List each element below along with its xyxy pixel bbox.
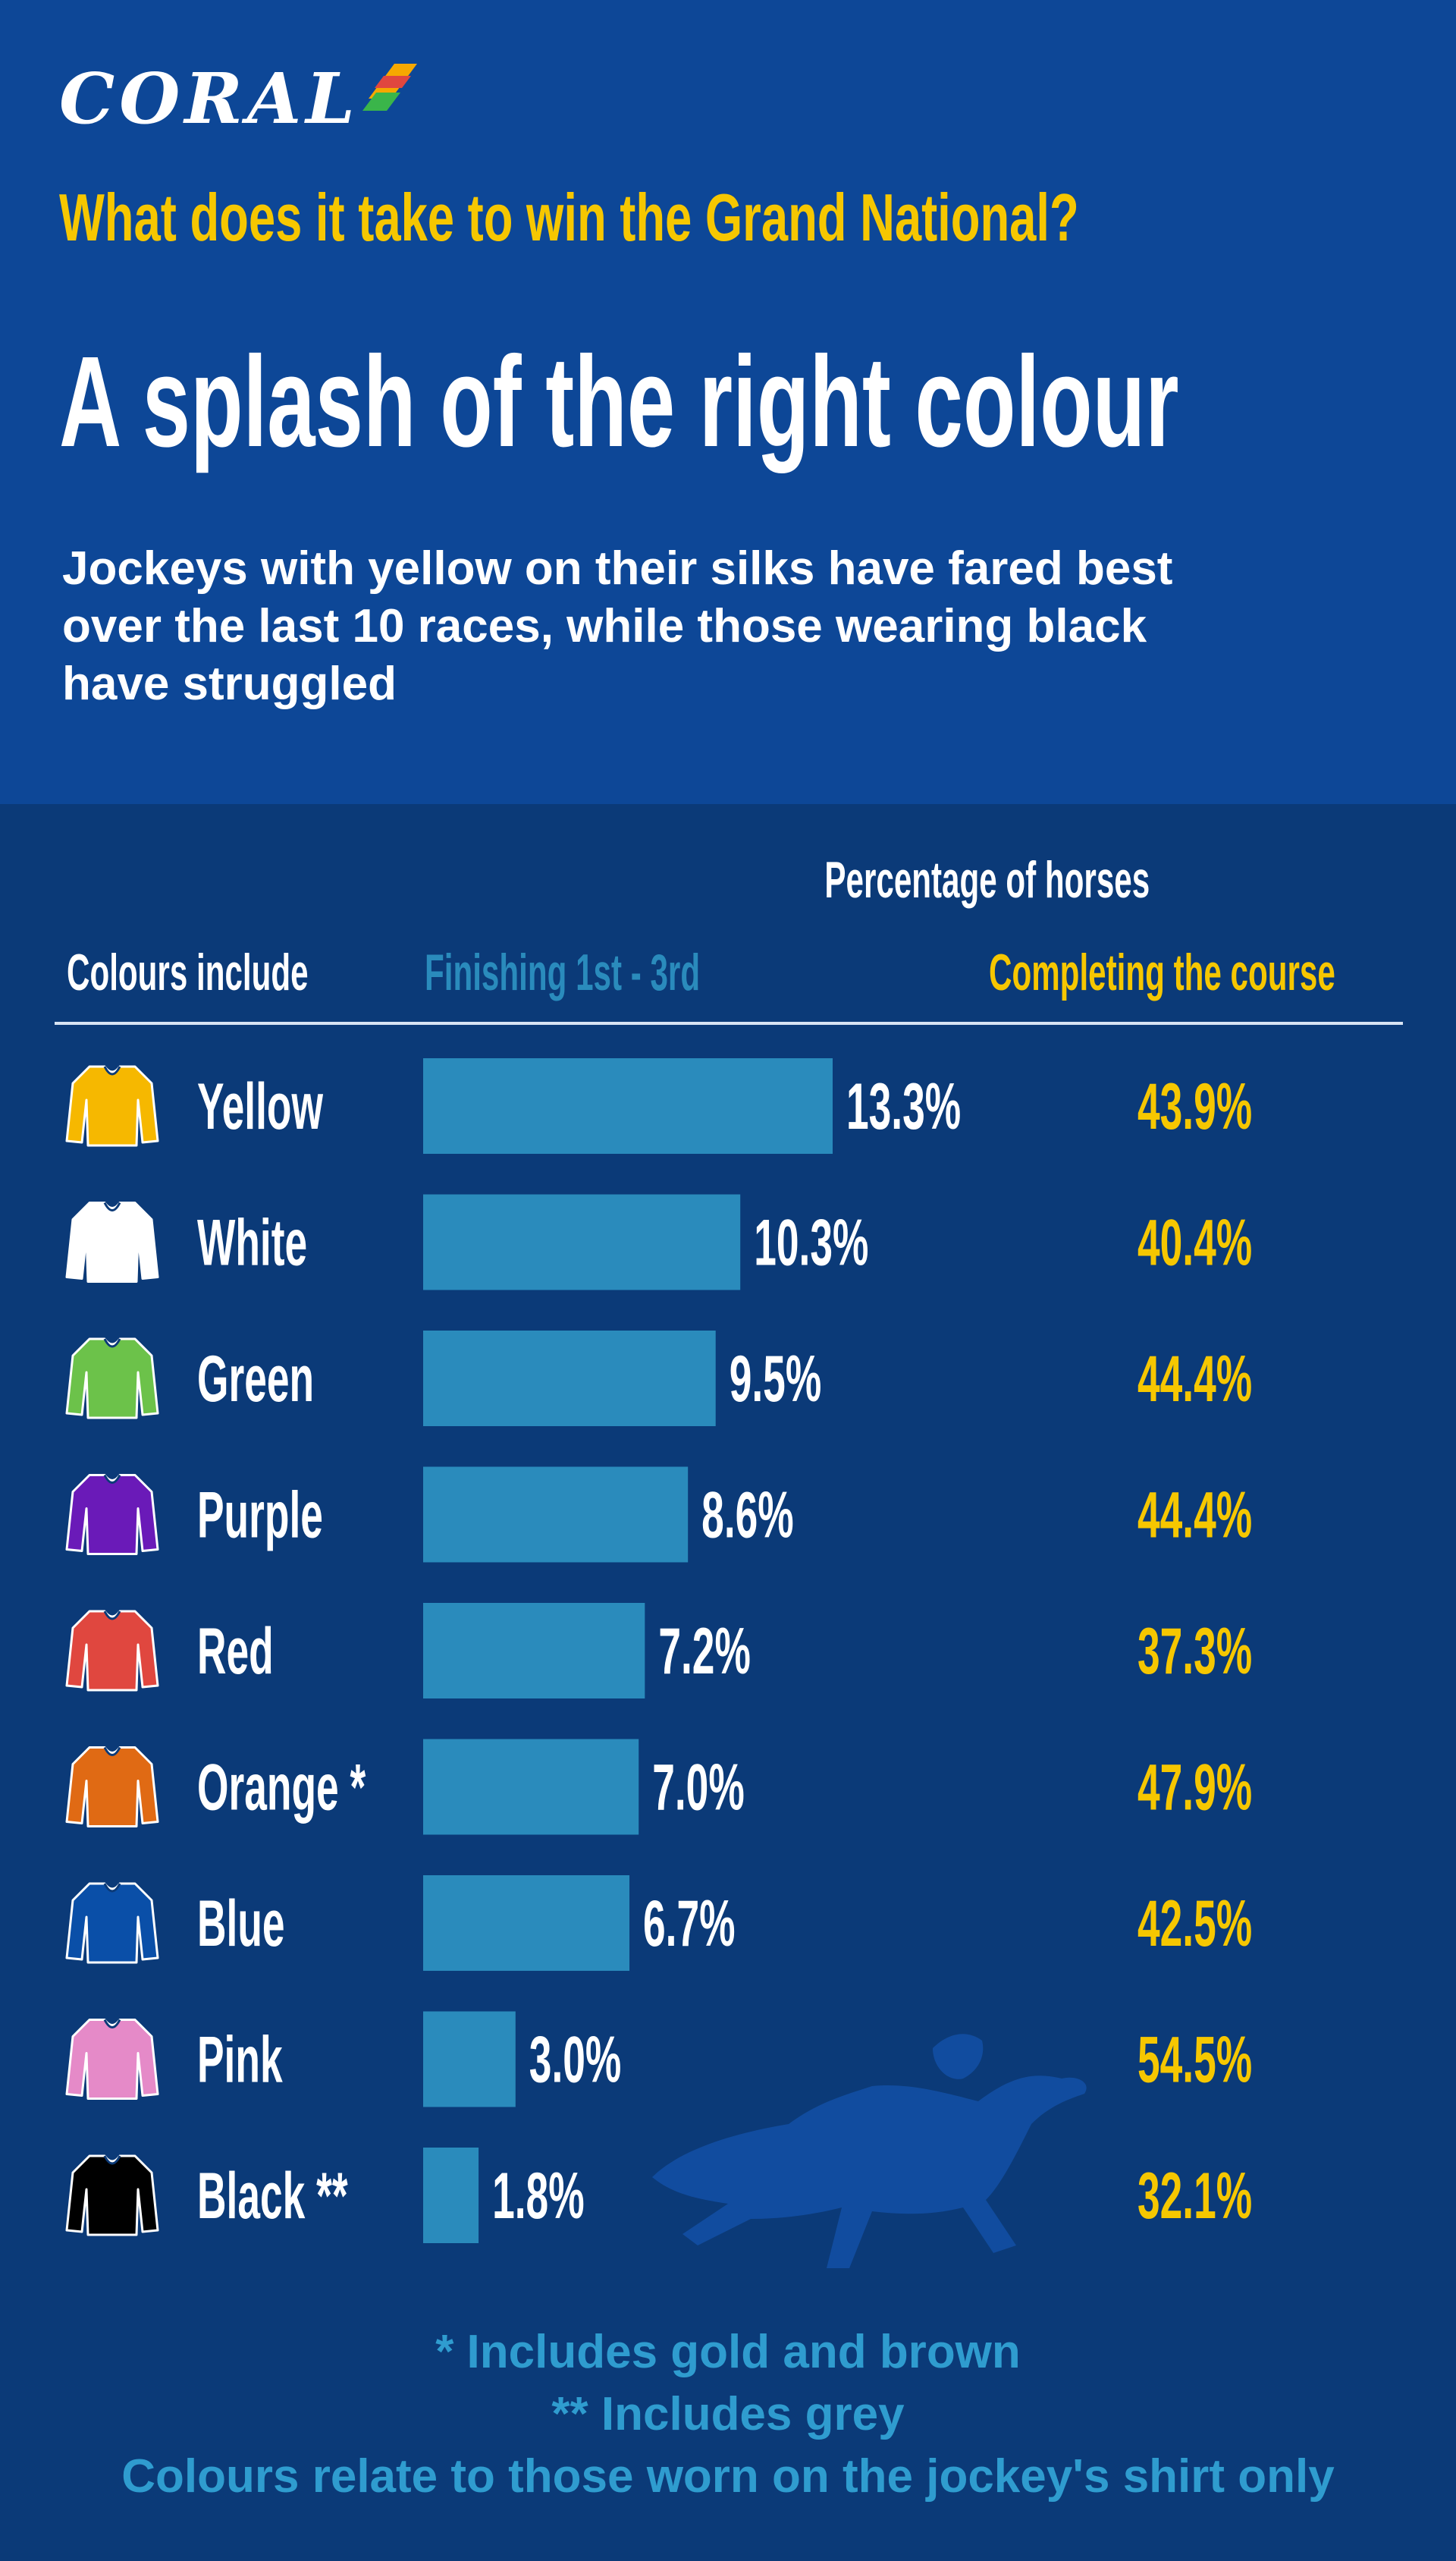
silk-icon: [65, 1065, 159, 1147]
logo-wordmark: CORAL: [59, 58, 359, 140]
logo-flag-icon: [362, 64, 417, 111]
bar-finishing: [423, 1739, 639, 1835]
row-label: Black **: [197, 2160, 348, 2233]
bar-finishing: [423, 2148, 479, 2243]
row-label: Pink: [197, 2024, 283, 2097]
column-header-finishing: Finishing 1st - 3rd: [425, 944, 701, 1001]
value-label-finishing: 3.0%: [529, 2024, 622, 2097]
row-label: White: [197, 1207, 307, 1280]
row-label: Yellow: [197, 1070, 323, 1143]
value-label-finishing: 1.8%: [492, 2160, 585, 2233]
value-label-completing: 37.3%: [1138, 1615, 1252, 1688]
silk-icon: [65, 2154, 159, 2236]
bar-finishing: [423, 1058, 833, 1154]
value-label-finishing: 8.6%: [701, 1479, 794, 1552]
silk-icon: [65, 2019, 159, 2100]
bar-finishing: [423, 2011, 516, 2107]
value-label-finishing: 7.2%: [658, 1615, 751, 1688]
row-label: Green: [197, 1343, 314, 1416]
column-header-completing: Completing the course: [989, 944, 1335, 1001]
horse-silhouette: [652, 2034, 1087, 2268]
header-panel: [0, 0, 1456, 804]
column-header-colours: Colours include: [67, 944, 309, 1001]
value-label-completing: 40.4%: [1138, 1207, 1252, 1280]
value-label-completing: 54.5%: [1138, 2024, 1252, 2097]
footnotes: * Includes gold and brown ** Includes gr…: [0, 2321, 1456, 2508]
subtitle: Jockeys with yellow on their silks have …: [62, 542, 1173, 710]
value-label-completing: 42.5%: [1138, 1887, 1252, 1960]
bar-finishing: [423, 1331, 716, 1426]
headline-question: What does it take to win the Grand Natio…: [59, 180, 1079, 255]
value-label-finishing: 9.5%: [730, 1343, 822, 1416]
row-label: Blue: [197, 1887, 285, 1960]
row-label: Orange *: [197, 1752, 366, 1824]
value-label-completing: 43.9%: [1138, 1070, 1252, 1143]
footnote-shirt-only: Colours relate to those worn on the jock…: [121, 2450, 1335, 2503]
value-label-finishing: 10.3%: [754, 1207, 868, 1280]
value-label-completing: 47.9%: [1138, 1752, 1252, 1824]
silk-icon: [65, 1202, 159, 1283]
value-label-completing: 44.4%: [1138, 1479, 1252, 1552]
value-label-completing: 32.1%: [1138, 2160, 1252, 2233]
silk-icon: [65, 1746, 159, 1827]
value-label-finishing: 7.0%: [652, 1752, 745, 1824]
silk-icon: [65, 1882, 159, 1964]
silk-icon: [65, 1337, 159, 1419]
silk-icon: [65, 1474, 159, 1555]
bar-finishing: [423, 1194, 741, 1290]
bar-finishing: [423, 1466, 689, 1563]
row-label: Purple: [197, 1479, 323, 1552]
silk-icon: [65, 1610, 159, 1692]
footnote-orange: * Includes gold and brown: [435, 2326, 1021, 2378]
header-divider: [55, 1022, 1403, 1025]
coral-logo: CORAL: [59, 61, 420, 137]
chart-rows: Yellow 13.3% 43.9% White 10.3% 40.4% Green 9.5%…: [65, 1058, 1252, 2243]
bar-finishing: [423, 1603, 645, 1698]
value-label-finishing: 6.7%: [643, 1887, 736, 1960]
footnote-black: ** Includes grey: [551, 2388, 905, 2440]
value-label-finishing: 13.3%: [846, 1070, 961, 1143]
value-label-completing: 44.4%: [1138, 1343, 1252, 1416]
row-label: Red: [197, 1615, 274, 1688]
headline-main: A splash of the right colour: [59, 330, 1179, 474]
bar-finishing: [423, 1875, 630, 1971]
